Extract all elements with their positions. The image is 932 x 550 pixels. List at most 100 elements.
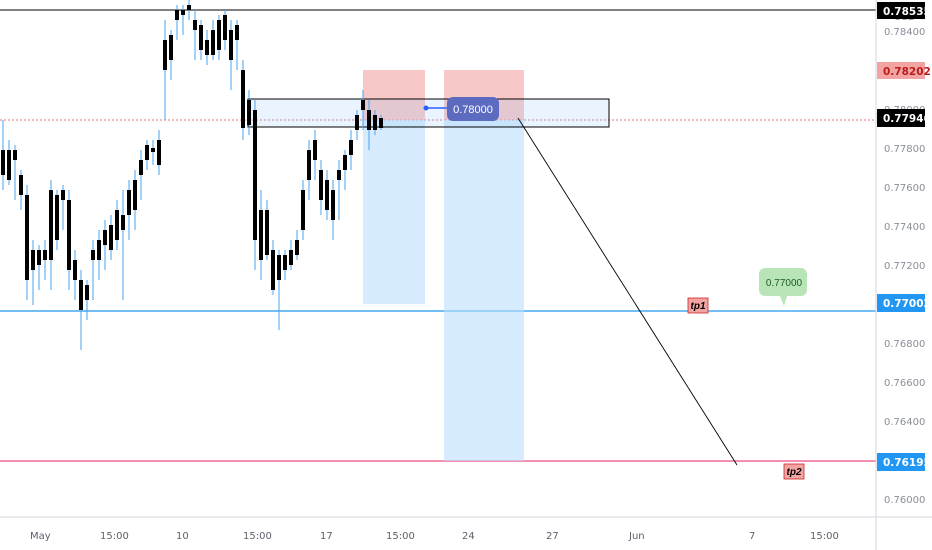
candle-body: [121, 215, 125, 230]
candle-body: [283, 255, 287, 270]
candle-body: [55, 195, 59, 240]
target-note-bubble[interactable]: 0.77000: [759, 268, 807, 306]
candle-body: [235, 25, 239, 40]
candle-body: [271, 250, 275, 290]
candle-body: [13, 150, 17, 160]
candle-body: [97, 240, 101, 260]
target-zone-1[interactable]: [363, 120, 425, 304]
candle-body: [169, 35, 173, 60]
tp2-label: tp2: [787, 467, 802, 478]
candle-body: [127, 190, 131, 215]
candle-body: [31, 250, 35, 270]
candle-body: [73, 260, 77, 280]
candle-body: [163, 40, 167, 70]
price-tag-tp2[interactable]: 0.76195: [877, 453, 931, 471]
price-tag-top[interactable]: 0.78535: [877, 2, 931, 19]
candle-body: [259, 210, 263, 260]
entry-rectangle[interactable]: [247, 98, 610, 128]
candle-body: [229, 30, 233, 60]
candle-body: [223, 15, 227, 40]
entry-pointer-dot[interactable]: [423, 105, 429, 111]
candle-body: [25, 195, 29, 280]
candle-body: [301, 190, 305, 230]
tp1-label-box[interactable]: tp1: [687, 297, 709, 314]
candle-body: [199, 25, 203, 50]
candle-body: [43, 250, 47, 260]
candle-body: [151, 148, 155, 152]
candle-body: [145, 145, 149, 160]
x-tick: 24: [462, 531, 475, 542]
price-tag-tp1[interactable]: 0.77002: [877, 294, 931, 312]
price-tag-current[interactable]: 0.77946: [877, 109, 931, 127]
x-tick: 27: [546, 531, 559, 542]
x-tick: May: [30, 531, 51, 542]
candle-body: [67, 200, 71, 270]
x-tick: Jun: [628, 531, 645, 542]
x-tick: 15:00: [810, 531, 839, 542]
candle-body: [325, 180, 329, 210]
y-tick: 0.77400: [884, 222, 925, 233]
candle-body: [241, 70, 245, 128]
target-note-label: 0.77000: [766, 278, 803, 289]
candle-body: [373, 115, 377, 130]
y-tick: 0.76400: [884, 417, 925, 428]
svg-text:0.78535: 0.78535: [883, 6, 931, 18]
plot-area[interactable]: [0, 0, 876, 517]
entry-bubble[interactable]: 0.78000: [447, 97, 499, 121]
candle-body: [337, 170, 341, 180]
candle-body: [19, 175, 23, 195]
candle-body: [157, 140, 161, 165]
candle-body: [109, 225, 113, 250]
y-tick: 0.77800: [884, 144, 925, 155]
candle-body: [307, 150, 311, 180]
candle-body: [331, 190, 335, 220]
candle-body: [139, 160, 143, 175]
candlestick-series[interactable]: [1, 0, 383, 350]
candle-body: [265, 210, 269, 255]
y-tick: 0.78400: [884, 27, 925, 38]
x-tick: 15:00: [100, 531, 129, 542]
y-tick: 0.77200: [884, 261, 925, 272]
entry-bubble-label: 0.78000: [453, 104, 493, 116]
candle-body: [295, 240, 299, 255]
target-zone-2[interactable]: [444, 120, 524, 461]
candle-body: [193, 20, 197, 30]
x-tick: 10: [176, 531, 189, 542]
y-tick: 0.76600: [884, 378, 925, 389]
x-tick: 15:00: [386, 531, 415, 542]
candle-body: [115, 210, 119, 240]
candle-body: [289, 250, 293, 265]
candle-body: [205, 40, 209, 55]
x-tick: 7: [749, 531, 755, 542]
candle-body: [349, 140, 353, 155]
candle-body: [253, 110, 257, 240]
x-tick: 15:00: [243, 531, 272, 542]
candle-body: [103, 230, 107, 245]
tp1-label: tp1: [691, 301, 706, 312]
candle-body: [367, 110, 371, 130]
tp2-label-box[interactable]: tp2: [783, 463, 805, 480]
candle-body: [37, 250, 41, 265]
candle-body: [187, 5, 191, 10]
candle-body: [313, 140, 317, 160]
candle-body: [79, 280, 83, 310]
projection-line[interactable]: [517, 117, 738, 466]
y-tick: 0.76800: [884, 339, 925, 350]
candle-body: [91, 250, 95, 260]
candle-body: [379, 118, 383, 128]
candle-body: [181, 10, 185, 15]
x-tick: 17: [320, 531, 333, 542]
candle-body: [61, 190, 65, 200]
candle-body: [85, 285, 89, 300]
candle-body: [247, 100, 251, 125]
candle-body: [49, 190, 53, 260]
price-tag-stop[interactable]: 0.78202: [877, 62, 931, 79]
candle-body: [1, 150, 5, 175]
candle-body: [343, 155, 347, 170]
y-tick: 0.76000: [884, 495, 925, 506]
svg-text:0.77946: 0.77946: [883, 113, 931, 125]
candle-body: [175, 10, 179, 20]
candle-body: [361, 100, 365, 110]
stop-zone-1[interactable]: [363, 70, 425, 120]
